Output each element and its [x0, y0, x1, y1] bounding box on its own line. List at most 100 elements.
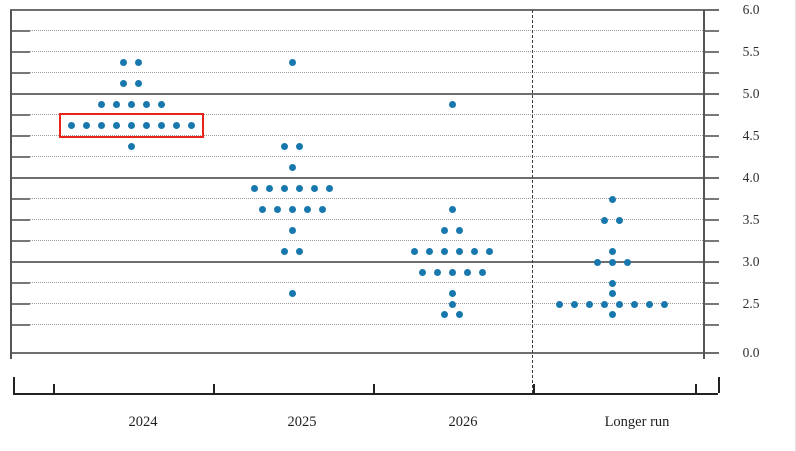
minor-gridline-left-tick [10, 135, 30, 137]
projection-dot [456, 248, 463, 255]
major-gridline [10, 177, 719, 179]
major-gridline [10, 261, 719, 263]
projection-dot [448, 206, 456, 213]
projection-dot [142, 122, 150, 129]
y-axis-tick-label: 0.0 [742, 345, 760, 360]
projection-dot [418, 269, 426, 276]
projection-dot [288, 290, 296, 297]
projection-dot [646, 300, 653, 308]
projection-dot [112, 122, 120, 129]
minor-gridline-right-tick [703, 30, 719, 32]
projection-dot [288, 59, 296, 66]
projection-dot [288, 164, 296, 171]
minor-gridline [10, 324, 703, 325]
projection-dot [631, 300, 638, 308]
projection-dot [142, 101, 150, 108]
minor-gridline-left-tick [10, 72, 30, 74]
projection-dot [97, 101, 105, 108]
projection-dot [478, 269, 486, 276]
projection-dot [296, 185, 303, 192]
projection-dot [456, 311, 463, 318]
minor-gridline-left-tick [10, 51, 30, 53]
minor-gridline [10, 198, 703, 199]
plot-frame-left [10, 10, 12, 359]
plot-frame-right [703, 10, 705, 359]
projection-dot [441, 227, 448, 234]
minor-gridline-left-tick [10, 114, 30, 116]
projection-dot [157, 122, 165, 129]
projection-dot [67, 122, 75, 129]
x-axis-section-tick [53, 384, 55, 393]
x-axis-category-label: 2024 [128, 414, 158, 430]
zero-gridline [10, 352, 719, 354]
minor-gridline-left-tick [10, 282, 30, 284]
x-axis-section-tick [533, 384, 535, 393]
projection-dot [616, 216, 623, 224]
minor-gridline-right-tick [703, 156, 719, 158]
minor-gridline [10, 135, 703, 136]
minor-gridline-right-tick [703, 114, 719, 116]
x-axis-end-tick [718, 377, 720, 393]
minor-gridline-right-tick [703, 240, 719, 242]
projection-dot [135, 59, 142, 66]
x-axis-section-tick [373, 384, 375, 393]
projection-dot [187, 122, 195, 129]
projection-dot [608, 311, 616, 318]
projection-dot [556, 300, 563, 308]
x-axis-section-tick [213, 384, 215, 393]
projection-dot [463, 269, 471, 276]
minor-gridline-left-tick [10, 240, 30, 242]
minor-gridline-left-tick [10, 219, 30, 221]
x-axis-category-label: 2026 [448, 414, 478, 430]
projection-dot [326, 185, 333, 192]
minor-gridline-right-tick [703, 198, 719, 200]
projection-dot [135, 80, 142, 87]
projection-dot [608, 258, 616, 266]
x-axis-end-tick [13, 377, 15, 393]
projection-dot [273, 206, 281, 213]
projection-dot [112, 101, 120, 108]
minor-gridline [10, 219, 703, 220]
projection-dot [127, 143, 135, 150]
x-axis-category-label: 2025 [287, 414, 317, 430]
projection-dot [448, 290, 456, 297]
projection-dot [281, 143, 288, 150]
projection-dot [448, 269, 456, 276]
projection-dot [441, 248, 448, 255]
minor-gridline [10, 303, 703, 304]
y-axis-tick-label: 5.0 [742, 86, 760, 101]
minor-gridline [10, 51, 703, 52]
projection-dot [608, 195, 616, 203]
longer-run-separator-dashed-line [531, 10, 533, 393]
projection-dot [586, 300, 593, 308]
projection-dot [608, 279, 616, 287]
minor-gridline-right-tick [703, 282, 719, 284]
projection-dot [448, 101, 456, 108]
projection-dot [623, 258, 631, 266]
y-axis-tick-label: 5.5 [742, 44, 760, 59]
projection-dot [471, 248, 478, 255]
projection-dot [571, 300, 578, 308]
projection-dot [120, 80, 127, 87]
projection-dot [127, 101, 135, 108]
major-gridline [10, 9, 719, 11]
projection-dot [616, 300, 623, 308]
projection-dot [608, 248, 616, 255]
minor-gridline [10, 30, 703, 31]
minor-gridline-left-tick [10, 156, 30, 158]
minor-gridline [10, 282, 703, 283]
projection-dot [82, 122, 90, 129]
projection-dot [601, 216, 608, 224]
projection-dot [97, 122, 105, 129]
minor-gridline-left-tick [10, 30, 30, 32]
projection-dot [311, 185, 318, 192]
projection-dot [456, 227, 463, 234]
projection-dot [303, 206, 311, 213]
y-axis-tick-label: 6.0 [742, 2, 760, 17]
projection-dot [288, 206, 296, 213]
projection-dot [433, 269, 441, 276]
projection-dot [593, 258, 601, 266]
y-axis-tick-label: 4.0 [742, 170, 760, 185]
projection-dot [281, 185, 288, 192]
y-axis-tick-label: 2.5 [742, 296, 760, 311]
